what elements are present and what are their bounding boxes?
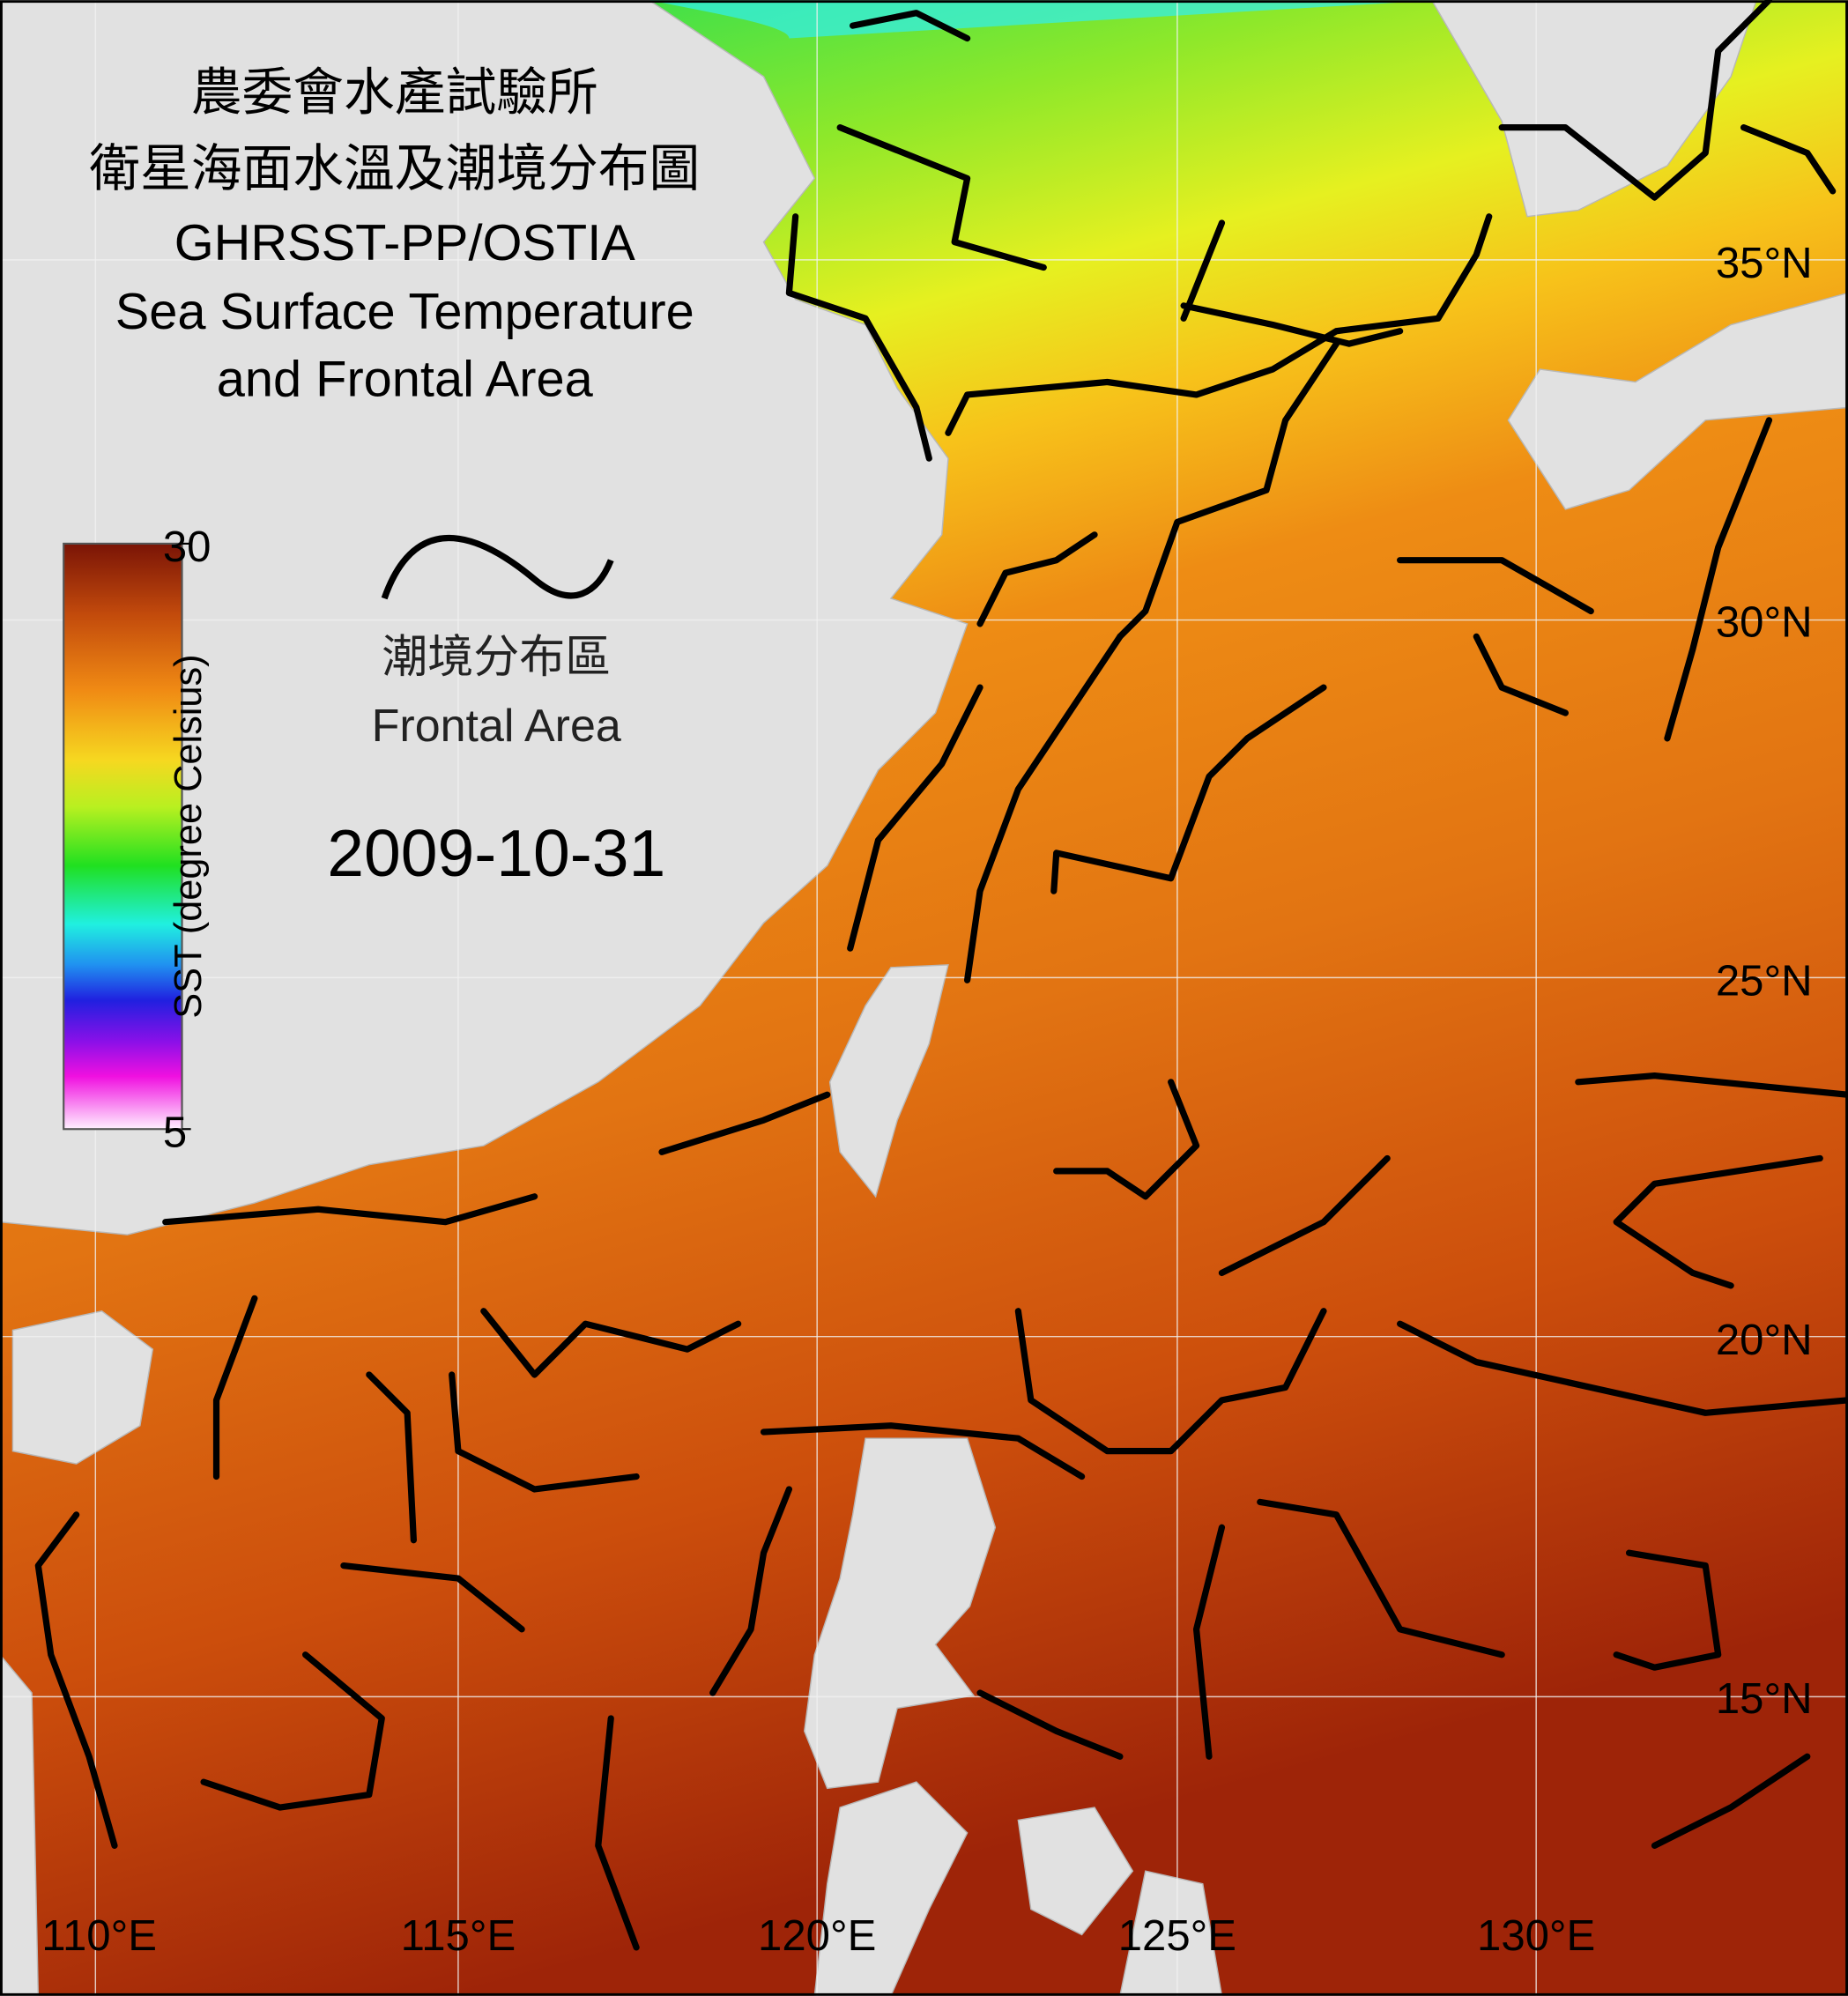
front-line	[1651, 1753, 1811, 1849]
legend-label-zh: 潮境分布區	[382, 632, 611, 683]
front-line	[658, 1091, 831, 1155]
front-line	[200, 1651, 385, 1811]
colorbar-label: SST (degree Celsius)	[167, 654, 210, 1018]
front-line	[1613, 1154, 1823, 1289]
title-en-2: and Frontal Area	[217, 351, 594, 407]
latitude-label: 35°N	[1716, 240, 1813, 287]
front-line	[340, 1562, 525, 1633]
legend-label-en: Frontal Area	[372, 701, 621, 752]
front-line	[945, 213, 1493, 436]
front-line	[1613, 1549, 1722, 1671]
land-taiwan	[828, 964, 949, 1198]
front-line	[836, 124, 1047, 271]
front-line	[34, 1511, 118, 1849]
longitude-label: 125°E	[1118, 1912, 1236, 1960]
front-line	[785, 213, 932, 462]
front-line	[1498, 0, 1773, 201]
front-line	[1053, 1079, 1200, 1200]
front-line	[212, 1295, 258, 1480]
front-line	[850, 10, 971, 42]
land-visayas	[813, 1781, 969, 1996]
front-line	[1397, 1320, 1848, 1416]
front-line	[1473, 633, 1569, 716]
date: 2009-10-31	[327, 816, 665, 890]
land-vietnam	[0, 1653, 40, 1996]
fronts	[34, 0, 1848, 1951]
longitude-label: 120°E	[758, 1912, 876, 1960]
front-line	[449, 1371, 640, 1493]
colorbar	[63, 542, 183, 1131]
front-line	[760, 1422, 1086, 1480]
front-line	[480, 1308, 742, 1378]
front-line	[709, 1486, 793, 1696]
front-line	[1740, 124, 1837, 195]
front-line	[366, 1371, 417, 1544]
front-line	[976, 531, 1098, 627]
front-line	[1397, 557, 1594, 615]
land-luzon	[804, 1437, 997, 1790]
front-line	[1218, 1154, 1391, 1277]
colorbar-tick-label: 5	[163, 1109, 187, 1156]
front-line	[1257, 1498, 1505, 1658]
front-line	[976, 1689, 1124, 1760]
legend-symbol	[381, 535, 614, 600]
land-hainan	[11, 1310, 154, 1465]
front-line	[162, 1193, 538, 1226]
front-line	[963, 633, 1124, 983]
front-line	[1050, 684, 1327, 894]
front-line	[1575, 1072, 1848, 1098]
latitude-label: 15°N	[1716, 1675, 1813, 1723]
latitude-label: 30°N	[1716, 598, 1813, 646]
longitude-label: 115°E	[401, 1912, 516, 1960]
title-org: 農委會水產試驗所	[191, 64, 598, 121]
title-en-1: Sea Surface Temperature	[115, 284, 694, 340]
front-line	[1014, 1308, 1327, 1455]
front-line	[595, 1715, 640, 1951]
land-samar	[1017, 1807, 1134, 1936]
title-zh: 衛星海面水溫及潮境分布圖	[89, 141, 700, 197]
land-china	[0, 0, 969, 1235]
front-line	[1180, 219, 1226, 322]
front-line	[1117, 340, 1340, 640]
front-line	[1192, 1524, 1226, 1760]
latitude-label: 20°N	[1716, 1317, 1813, 1364]
front-line	[1180, 302, 1404, 347]
title-block: 農委會水產試驗所 衛星海面水溫及潮境分布圖 GHRSST-PP/OSTIA Se…	[89, 64, 700, 407]
front-line	[847, 684, 983, 952]
longitude-label: 110°E	[41, 1912, 157, 1960]
front-line	[1664, 417, 1773, 742]
cold-water	[649, 0, 1438, 39]
colorbar-tick-label: 30	[163, 523, 212, 571]
latitude-label: 25°N	[1716, 958, 1813, 1005]
product: GHRSST-PP/OSTIA	[174, 215, 636, 271]
longitude-label: 130°E	[1477, 1912, 1595, 1960]
